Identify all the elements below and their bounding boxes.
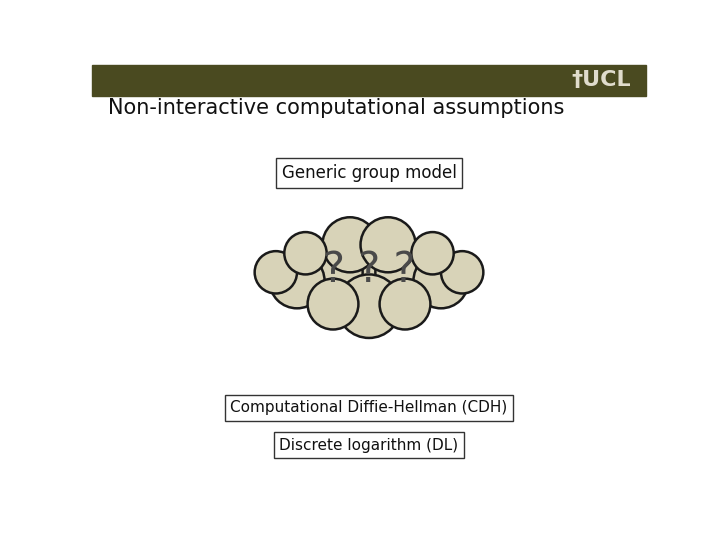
Circle shape <box>379 279 431 329</box>
Circle shape <box>269 253 325 308</box>
Circle shape <box>255 251 297 294</box>
Circle shape <box>441 251 483 294</box>
Circle shape <box>411 232 454 274</box>
Circle shape <box>307 279 359 329</box>
Circle shape <box>375 240 439 304</box>
Circle shape <box>284 232 327 274</box>
Circle shape <box>323 217 377 272</box>
Circle shape <box>255 251 297 294</box>
Circle shape <box>269 253 325 308</box>
Circle shape <box>323 217 377 272</box>
Circle shape <box>337 274 401 338</box>
Circle shape <box>413 253 469 308</box>
Circle shape <box>413 253 469 308</box>
Circle shape <box>284 232 327 274</box>
Text: Computational Diffie-Hellman (CDH): Computational Diffie-Hellman (CDH) <box>230 400 508 415</box>
Circle shape <box>379 279 431 329</box>
Circle shape <box>307 279 359 329</box>
Text: Discrete logarithm (DL): Discrete logarithm (DL) <box>279 438 459 453</box>
Circle shape <box>327 234 411 319</box>
Circle shape <box>375 240 439 304</box>
Circle shape <box>441 251 483 294</box>
Text: ? ? ?: ? ? ? <box>323 249 415 292</box>
Circle shape <box>361 217 415 272</box>
Circle shape <box>299 240 363 304</box>
Text: Non-interactive computational assumptions: Non-interactive computational assumption… <box>109 98 564 118</box>
Bar <box>92 65 647 96</box>
Text: Generic group model: Generic group model <box>282 164 456 182</box>
Circle shape <box>327 234 411 319</box>
Circle shape <box>361 217 415 272</box>
Text: †UCL: †UCL <box>571 70 631 90</box>
Circle shape <box>299 240 363 304</box>
Circle shape <box>411 232 454 274</box>
Circle shape <box>337 274 401 338</box>
